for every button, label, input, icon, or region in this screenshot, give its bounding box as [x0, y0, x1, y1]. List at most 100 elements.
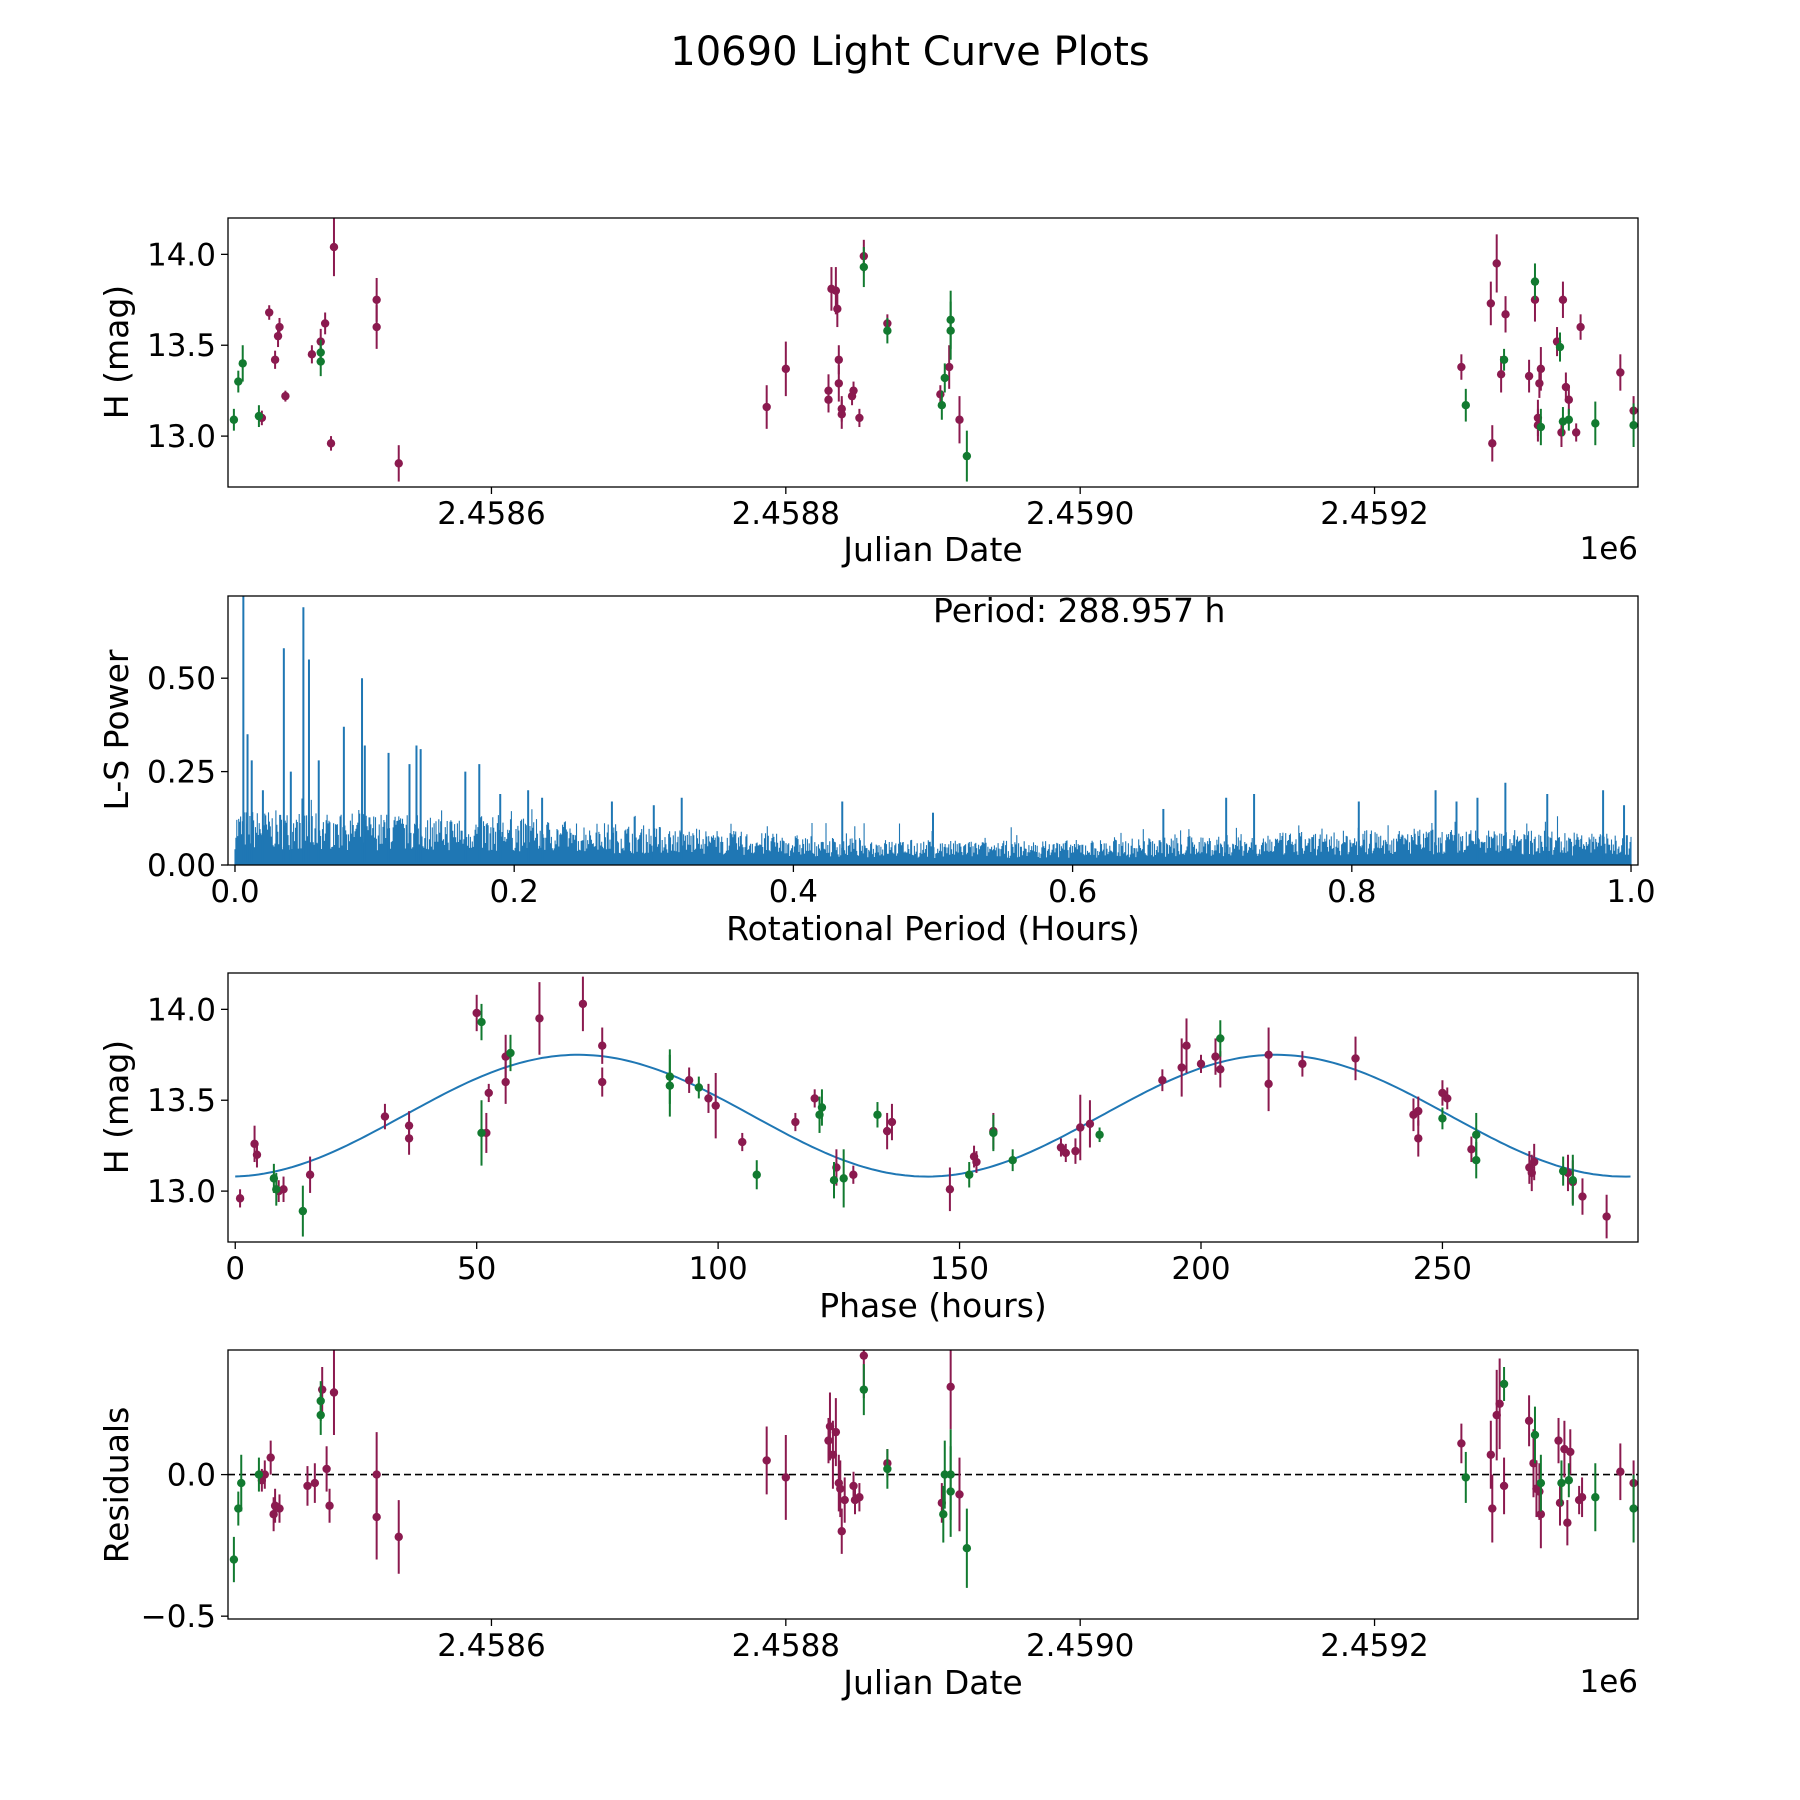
residuals-y-ticks: −0.5 0.0: [141, 1458, 228, 1635]
data-point: [238, 359, 247, 368]
data-point: [946, 315, 955, 324]
data-point: [883, 326, 892, 335]
data-point: [1414, 1106, 1423, 1116]
y-tick-label: 13.5: [147, 328, 216, 364]
data-point: [1602, 1212, 1611, 1221]
data-point: [303, 1481, 312, 1491]
residuals-panel: 2.4586 2.4588 2.4590 2.4592 −0.5 0.0 Julian …: [97, 1349, 1659, 1702]
data-point: [1654, 306, 1662, 314]
y-tick-label: 0.25: [147, 755, 216, 791]
data-point: [1472, 1130, 1481, 1139]
data-point: [273, 331, 283, 341]
data-point: [1530, 277, 1540, 286]
data-point: [831, 286, 841, 295]
data-point: [275, 1504, 284, 1513]
x-tick-label: 0.8: [1327, 874, 1376, 910]
data-point: [1264, 1079, 1273, 1089]
data-point: [254, 1470, 264, 1479]
x-tick-label: 250: [1413, 1251, 1472, 1287]
data-point: [394, 1532, 403, 1542]
data-point: [235, 1194, 245, 1203]
data-point: [1649, 1479, 1657, 1487]
data-point: [1457, 1439, 1466, 1448]
data-point: [317, 1385, 327, 1394]
data-point: [394, 459, 403, 468]
data-point: [1524, 1416, 1534, 1425]
data-point: [711, 1101, 720, 1110]
residuals-y-axis-label: Residuals: [97, 1407, 136, 1564]
periodogram-y-axis-label: L-S Power: [97, 649, 136, 810]
data-point: [1211, 1052, 1220, 1061]
residuals-data-points: [229, 1350, 1659, 1597]
data-point: [1216, 1065, 1225, 1074]
data-point: [298, 1206, 308, 1216]
x-tick-label: 2.4590: [1026, 1628, 1134, 1664]
data-point: [1536, 422, 1546, 432]
data-point: [1557, 428, 1566, 437]
data-point: [266, 1453, 275, 1462]
phased-axes-frame: [227, 972, 1639, 1243]
data-point: [272, 1185, 281, 1194]
data-point: [684, 1076, 694, 1085]
raw-y-ticks: 13.0 13.5 14.0: [147, 237, 228, 455]
data-point: [1056, 1143, 1066, 1152]
data-point: [270, 355, 280, 364]
data-point: [1555, 342, 1565, 352]
data-point: [940, 373, 949, 383]
data-point: [1555, 1498, 1565, 1508]
data-point: [817, 1103, 827, 1112]
data-point: [1577, 1493, 1587, 1502]
data-point: [1616, 1467, 1625, 1476]
data-point: [1095, 1130, 1104, 1139]
y-tick-label: 13.0: [147, 419, 216, 455]
data-point: [829, 1176, 839, 1185]
data-point: [1457, 362, 1466, 372]
data-point: [1651, 1589, 1659, 1597]
data-point: [1564, 1476, 1574, 1485]
data-point: [326, 439, 336, 448]
x-tick-label: 2.4590: [1026, 496, 1134, 532]
y-tick-label: 13.0: [147, 1174, 216, 1210]
raw-x-offset-label: 1e6: [1579, 531, 1638, 567]
residuals-x-axis-label: Julian Date: [841, 1663, 1023, 1702]
data-point: [834, 355, 844, 364]
data-point: [320, 319, 330, 328]
data-point: [310, 1478, 320, 1488]
data-point: [229, 1555, 239, 1564]
data-point: [1438, 1088, 1447, 1098]
data-point: [1535, 379, 1544, 388]
data-point: [1629, 421, 1638, 430]
data-point: [1472, 1156, 1481, 1165]
y-tick-label: 0.0: [167, 1458, 216, 1494]
data-point: [1499, 1481, 1509, 1491]
x-tick-label: 200: [1171, 1251, 1230, 1287]
data-point: [849, 1170, 858, 1179]
residuals-x-offset-label: 1e6: [1579, 1664, 1638, 1700]
data-point: [855, 1493, 864, 1502]
data-point: [477, 1128, 486, 1138]
data-point: [1651, 1490, 1659, 1498]
data-point: [1536, 1510, 1546, 1519]
x-tick-label: 2.4586: [437, 1628, 545, 1664]
data-point: [839, 1174, 848, 1183]
data-point: [307, 350, 317, 359]
data-point: [824, 1436, 833, 1445]
data-point: [837, 1527, 846, 1536]
data-point: [1177, 1063, 1186, 1072]
data-point: [316, 1396, 325, 1406]
data-point: [873, 1110, 882, 1119]
data-point: [849, 1481, 858, 1491]
data-point: [275, 322, 284, 332]
data-point: [824, 386, 833, 395]
data-point: [849, 386, 858, 395]
data-point: [1298, 1059, 1307, 1069]
data-point: [1414, 1134, 1423, 1143]
y-tick-label: −0.5: [141, 1599, 216, 1635]
data-point: [1558, 295, 1568, 304]
data-point: [962, 451, 972, 461]
periodogram-axes-frame: [227, 595, 1639, 866]
data-point: [1499, 355, 1509, 364]
x-tick-label: 50: [457, 1251, 496, 1287]
data-point: [1492, 259, 1501, 268]
data-point: [1644, 372, 1652, 380]
